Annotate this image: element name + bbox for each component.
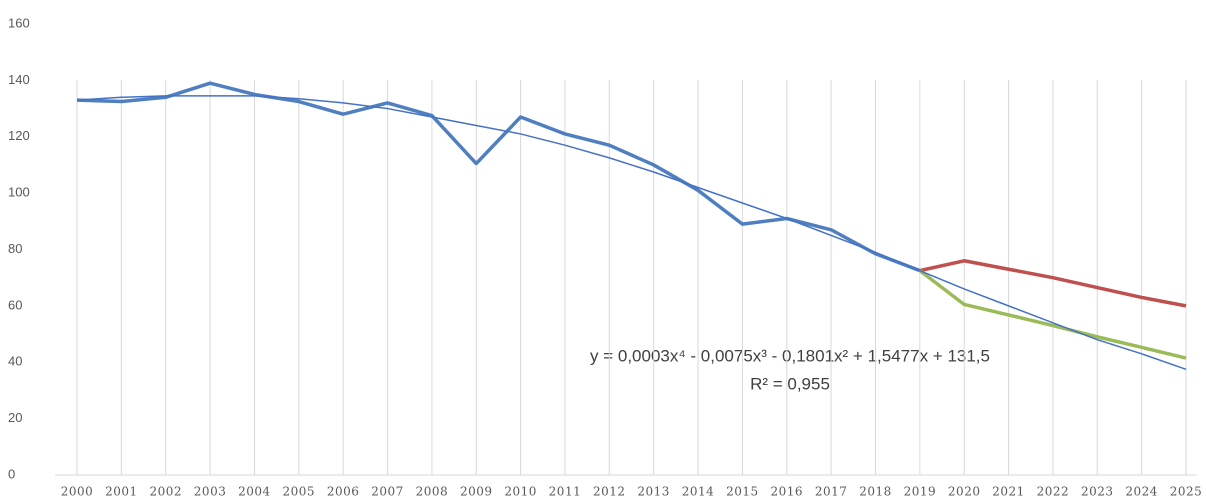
x-tick-label: 2024	[1125, 485, 1158, 499]
y-tick-label: 60	[8, 297, 22, 312]
x-tick-label: 2017	[815, 485, 848, 499]
y-tick-label: 0	[8, 466, 15, 481]
y-tick-label: 140	[8, 72, 30, 87]
x-tick-label: 2022	[1037, 485, 1070, 499]
series-line	[76, 81, 921, 273]
x-tick-label: 2011	[549, 485, 582, 499]
x-tick-label: 2014	[682, 485, 715, 499]
x-tick-label: 2003	[194, 485, 227, 499]
y-tick-label: 100	[8, 185, 30, 200]
r-squared: R² = 0,955	[750, 374, 830, 393]
series-line	[76, 95, 1187, 371]
series-line	[918, 269, 1187, 360]
trend-equation: y = 0,0003x⁴ - 0,0075x³ - 0,1801x² + 1,5…	[590, 346, 990, 365]
x-tick-label: 2021	[992, 485, 1025, 499]
x-tick-label: 2020	[948, 485, 981, 499]
y-tick-label: 80	[8, 241, 22, 256]
x-tick-label: 2025	[1170, 485, 1203, 499]
x-tick-label: 2016	[770, 485, 803, 499]
x-tick-label: 2005	[283, 485, 316, 499]
y-tick-label: 40	[8, 354, 22, 369]
x-tick-label: 2006	[327, 485, 360, 499]
x-tick-label: 2008	[416, 485, 449, 499]
x-tick-label: 2012	[593, 485, 626, 499]
x-tick-label: 2015	[726, 485, 759, 499]
x-tick-label: 2018	[859, 485, 892, 499]
y-tick-label: 160	[8, 15, 30, 30]
x-tick-label: 2007	[371, 485, 404, 499]
x-tick-label: 2004	[238, 485, 271, 499]
series-line	[919, 259, 1187, 308]
x-tick-label: 2010	[504, 485, 537, 499]
y-tick-label: 120	[8, 128, 30, 143]
x-tick-label: 2000	[61, 485, 94, 499]
x-tick-label: 2023	[1081, 485, 1114, 499]
x-tick-label: 2013	[637, 485, 670, 499]
x-tick-label: 2001	[105, 485, 138, 499]
y-tick-label: 20	[8, 410, 22, 425]
x-tick-label: 2019	[904, 485, 937, 499]
x-tick-label: 2002	[149, 485, 182, 499]
x-tick-label: 2009	[460, 485, 493, 499]
